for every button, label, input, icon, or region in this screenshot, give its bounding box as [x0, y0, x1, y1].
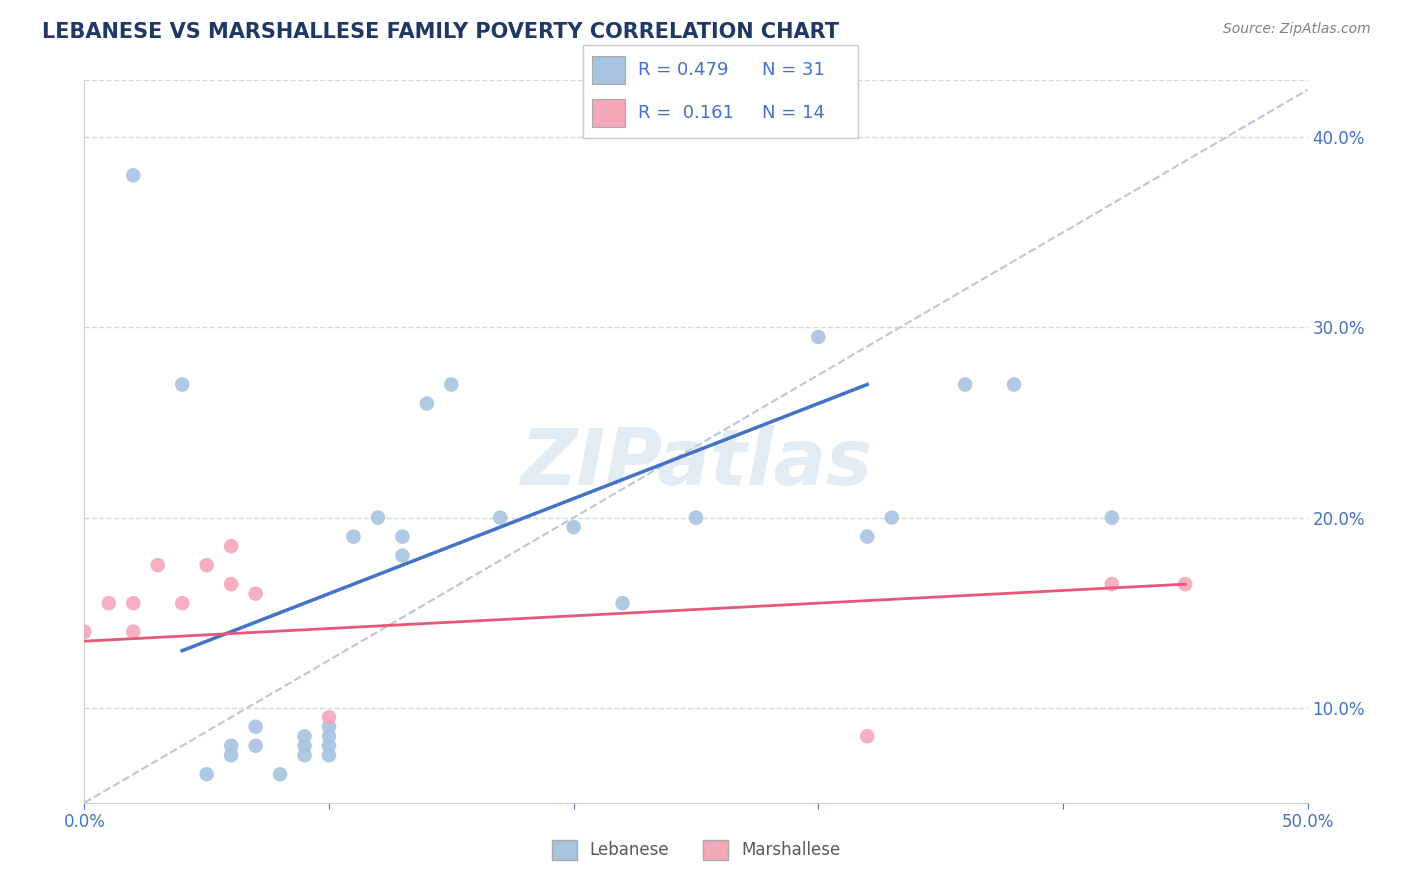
Point — [294, 748, 316, 763]
Point — [440, 377, 463, 392]
Point — [73, 624, 96, 639]
Point — [122, 624, 145, 639]
Point — [880, 510, 903, 524]
Legend: Lebanese, Marshallese: Lebanese, Marshallese — [546, 833, 846, 867]
Point — [1002, 377, 1025, 392]
Point — [219, 577, 242, 591]
Point — [318, 710, 340, 724]
Point — [219, 739, 242, 753]
Point — [489, 510, 512, 524]
Point — [172, 596, 194, 610]
Point — [219, 748, 242, 763]
Text: R =  0.161: R = 0.161 — [638, 104, 734, 122]
Point — [97, 596, 120, 610]
Point — [245, 739, 267, 753]
Point — [562, 520, 585, 534]
Point — [195, 767, 218, 781]
Text: R = 0.479: R = 0.479 — [638, 61, 728, 78]
Point — [269, 767, 291, 781]
Point — [294, 739, 316, 753]
Point — [318, 739, 340, 753]
Text: N = 31: N = 31 — [762, 61, 824, 78]
Point — [391, 549, 413, 563]
Bar — [592, 99, 624, 127]
Text: Source: ZipAtlas.com: Source: ZipAtlas.com — [1223, 22, 1371, 37]
Point — [245, 587, 267, 601]
Point — [856, 729, 879, 743]
Point — [146, 558, 169, 573]
Point — [685, 510, 707, 524]
Point — [318, 748, 340, 763]
Point — [245, 720, 267, 734]
Point — [294, 729, 316, 743]
Point — [318, 729, 340, 743]
Point — [391, 530, 413, 544]
Text: N = 14: N = 14 — [762, 104, 824, 122]
Point — [856, 530, 879, 544]
Point — [1101, 510, 1123, 524]
Point — [1174, 577, 1197, 591]
Point — [342, 530, 364, 544]
Point — [122, 169, 145, 183]
Point — [367, 510, 389, 524]
Bar — [592, 56, 624, 84]
Point — [612, 596, 634, 610]
Point — [172, 377, 194, 392]
Point — [1101, 577, 1123, 591]
Point — [219, 539, 242, 553]
Text: ZIPatlas: ZIPatlas — [520, 425, 872, 501]
Point — [122, 596, 145, 610]
Point — [416, 396, 439, 410]
Point — [318, 720, 340, 734]
Point — [953, 377, 976, 392]
Point — [807, 330, 830, 344]
Point — [195, 558, 218, 573]
Text: LEBANESE VS MARSHALLESE FAMILY POVERTY CORRELATION CHART: LEBANESE VS MARSHALLESE FAMILY POVERTY C… — [42, 22, 839, 42]
